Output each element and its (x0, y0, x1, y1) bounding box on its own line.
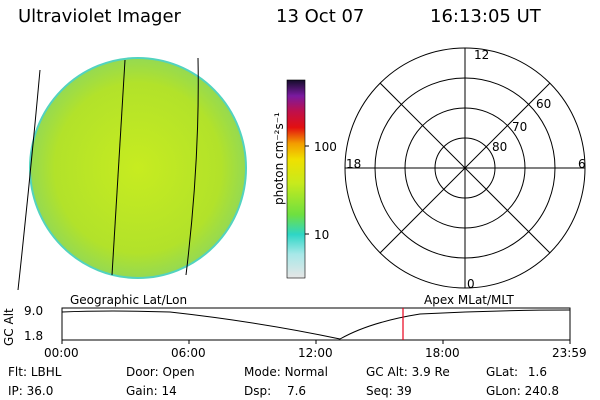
status-filter: Flt: LBHL (8, 365, 62, 379)
polar-plot (344, 47, 586, 289)
colorbar-unit-label: photon cm⁻²s⁻¹ (272, 112, 286, 205)
altitude-y-tick: 1.8 (24, 329, 44, 343)
status-ip: IP: 36.0 (8, 384, 54, 398)
mlat-label-80: 80 (492, 140, 508, 154)
mlt-label-0: 0 (467, 277, 475, 291)
status-seq: Seq: 39 (366, 384, 412, 398)
instrument-title: Ultraviolet Imager (18, 6, 181, 27)
mlat-label-70: 70 (512, 120, 528, 134)
altitude-curve (61, 309, 571, 340)
status-door: Door: Open (126, 365, 195, 379)
mlt-label-18: 18 (346, 157, 362, 171)
status-glat: GLat: 1.6 (486, 365, 548, 379)
time-tick: 23:59 (552, 346, 587, 360)
apex-caption: Apex MLat/MLT (424, 293, 514, 307)
altitude-y-tick: 9.0 (24, 304, 44, 318)
colorbar-tick-label: 10 (314, 228, 330, 242)
altitude-panel (61, 307, 571, 344)
observation-time: 16:13:05 UT (430, 6, 541, 27)
status-gc-alt: GC Alt: 3.9 Re (366, 365, 450, 379)
geographic-caption: Geographic Lat/Lon (70, 293, 188, 307)
colorbar (286, 79, 309, 279)
uv-image-disk (17, 57, 247, 291)
time-tick: 06:00 (171, 346, 206, 360)
time-tick: 00:00 (44, 346, 79, 360)
mlat-label-60: 60 (536, 97, 552, 111)
meridian-line (185, 57, 199, 276)
time-tick: 18:00 (425, 346, 460, 360)
time-tick: 12:00 (298, 346, 333, 360)
colorbar-tick-label: 100 (314, 140, 337, 154)
status-glon: GLon: 240.8 (486, 384, 559, 398)
status-gain: Gain: 14 (126, 384, 177, 398)
mlt-label-12: 12 (474, 48, 490, 62)
meridian-line (111, 59, 126, 276)
observation-date: 13 Oct 07 (276, 6, 365, 27)
status-mode: Mode: Normal (244, 365, 328, 379)
meridian-line (17, 69, 41, 291)
status-dsp: Dsp: 7.6 (244, 384, 307, 398)
mlt-label-6: 6 (578, 157, 586, 171)
altitude-axis-label: GC Alt (2, 308, 16, 346)
